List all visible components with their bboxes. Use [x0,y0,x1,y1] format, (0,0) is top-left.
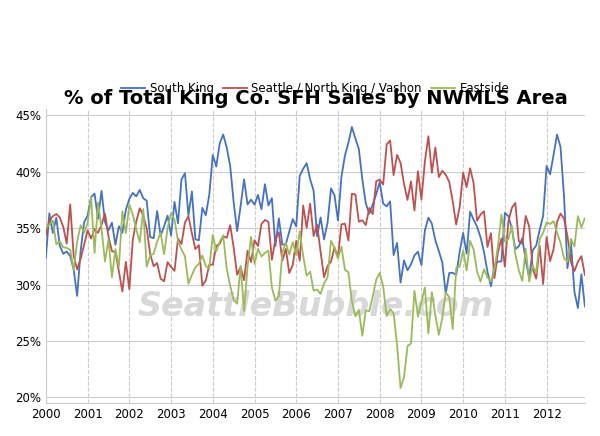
Seattle / North King / Vashon [247,259,254,265]
Seattle / North King / Vashon [484,244,491,249]
Eastside [268,285,275,290]
Eastside [397,385,404,391]
Eastside [181,254,188,259]
Line: Seattle / North King / Vashon: Seattle / North King / Vashon [46,136,585,292]
South King [42,255,49,260]
Eastside [421,285,428,290]
Eastside [365,309,373,314]
Seattle / North King / Vashon [418,197,425,202]
Eastside [88,194,95,200]
South King [365,211,373,216]
Eastside [581,216,589,221]
South King [348,124,355,129]
Seattle / North King / Vashon [268,257,275,262]
Text: SeattleBubble.com: SeattleBubble.com [137,290,494,323]
Seattle / North King / Vashon [581,272,589,278]
Eastside [484,275,491,280]
Legend: South King, Seattle / North King / Vashon, Eastside: South King, Seattle / North King / Vasho… [116,77,514,99]
South King [581,304,589,309]
Title: % of Total King Co. SFH Sales by NWMLS Area: % of Total King Co. SFH Sales by NWMLS A… [64,89,568,108]
Seattle / North King / Vashon [425,134,432,139]
South King [574,306,581,311]
Eastside [42,225,49,230]
Seattle / North King / Vashon [365,205,373,211]
Eastside [247,234,254,239]
South King [418,262,425,268]
South King [481,249,488,255]
Seattle / North King / Vashon [181,220,188,225]
Seattle / North King / Vashon [119,289,126,294]
South King [244,202,251,207]
Line: South King: South King [46,127,585,308]
South King [178,177,185,182]
Line: Eastside: Eastside [46,197,585,388]
South King [265,203,272,208]
Seattle / North King / Vashon [42,232,49,238]
